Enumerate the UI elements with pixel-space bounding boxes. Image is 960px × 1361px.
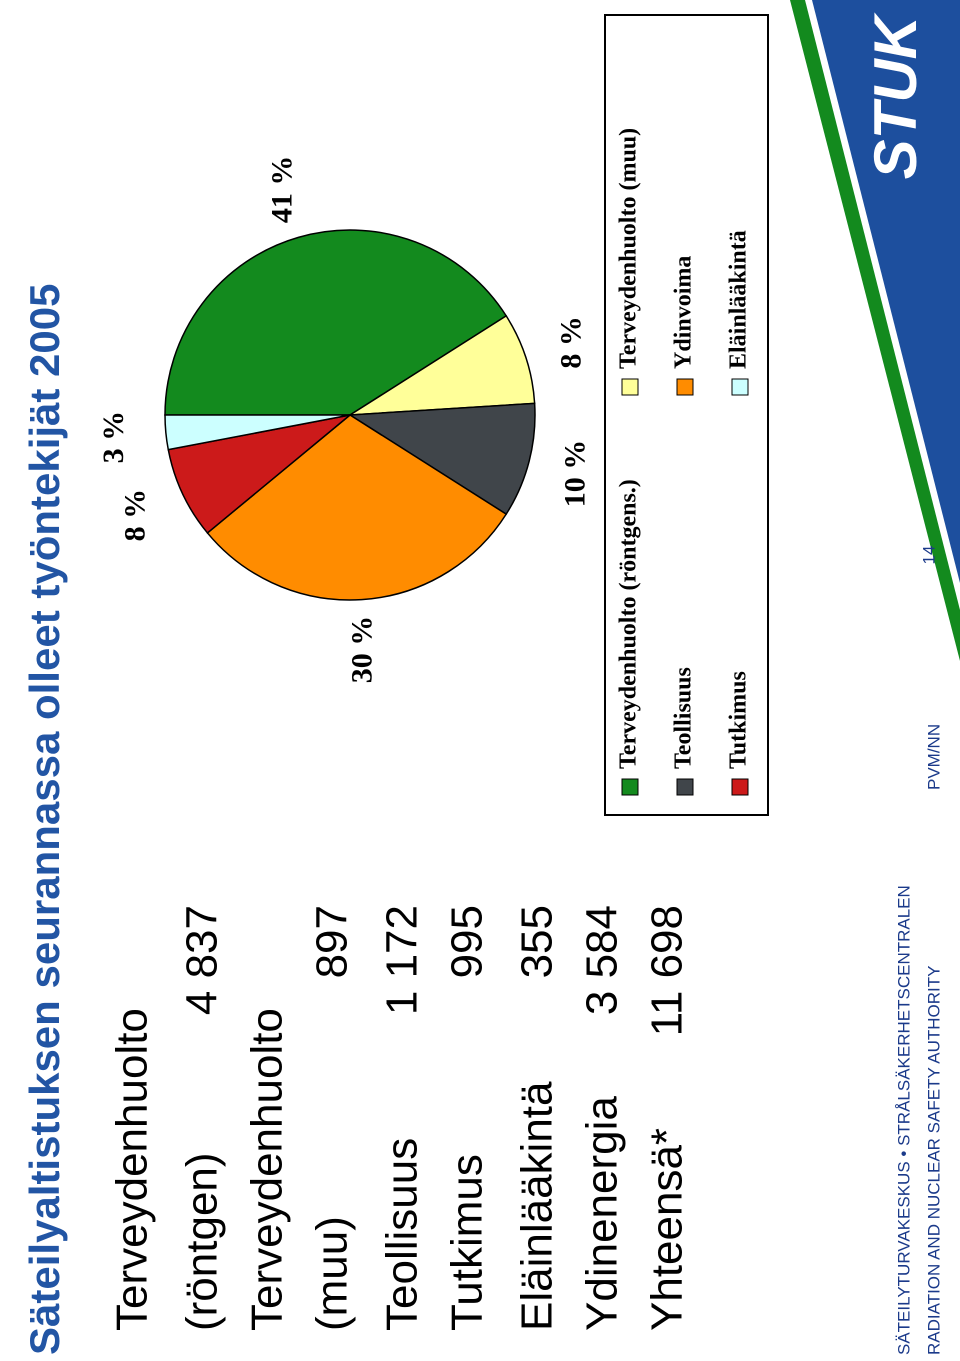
legend-label: Teollisuus [671,667,697,769]
title: Säteilyaltistuksen seurannassa olleet ty… [21,284,68,1356]
row-value: 3 584 [578,905,627,1015]
row-value: 995 [443,905,492,978]
slice-label: 10 % [559,440,592,508]
page-number: 14 [919,546,938,565]
legend-swatch [621,378,639,396]
row-label: Terveydenhuolto [243,1008,292,1331]
legend-swatch [621,778,639,796]
row-label: Terveydenhuolto [108,1008,157,1331]
legend-label: Terveydenhuolto (röntgens.) [616,479,642,769]
row-label: Eläinlääkintä [513,1081,562,1331]
row-value: 897 [308,905,357,978]
pie-slice [347,402,536,516]
pie-slice [164,229,508,416]
footer-author: PVM/NN [924,724,943,790]
legend-box [604,14,769,816]
footer-org: SÄTEILYTURVAKESKUS • STRÅLSÄKERHETSCENTR… [894,885,913,1355]
legend-swatch [676,778,694,796]
legend-label: Terveydenhuolto (muu) [616,128,642,369]
legend-swatch [731,378,749,396]
legend-label: Tutkimus [726,671,752,769]
logo-text: STUK [862,12,929,179]
legend-label: Eläinlääkintä [726,230,752,369]
slice-label: 41 % [265,156,298,224]
logo-stripe [790,0,960,661]
footer-org-en: RADIATION AND NUCLEAR SAFETY AUTHORITY [924,966,943,1356]
slice-label: 30 % [346,616,379,684]
row-label: Ydinenergia [578,1096,627,1331]
row-value: 1 172 [378,905,427,1015]
pie-slice [206,414,508,601]
slice-label: 8 % [554,316,587,369]
row-value: 355 [513,905,562,978]
pie-slice [349,314,536,416]
row-label: Tutkimus [443,1154,492,1331]
slice-label: 3 % [97,411,130,464]
logo-band [812,0,960,583]
row-value: 4 837 [178,905,227,1015]
row-label: Yhteensä* [643,1128,692,1331]
legend-swatch [731,778,749,796]
pie-slice [164,414,351,451]
slice-label: 8 % [118,489,151,542]
legend-swatch [676,378,694,396]
legend-label: Ydinvoima [671,256,697,369]
row-label: (röntgen) [178,1152,227,1331]
row-value: 11 698 [643,905,692,1036]
row-label: Teollisuus [378,1138,427,1331]
pie-slice [167,414,351,534]
row-label: (muu) [308,1216,357,1331]
